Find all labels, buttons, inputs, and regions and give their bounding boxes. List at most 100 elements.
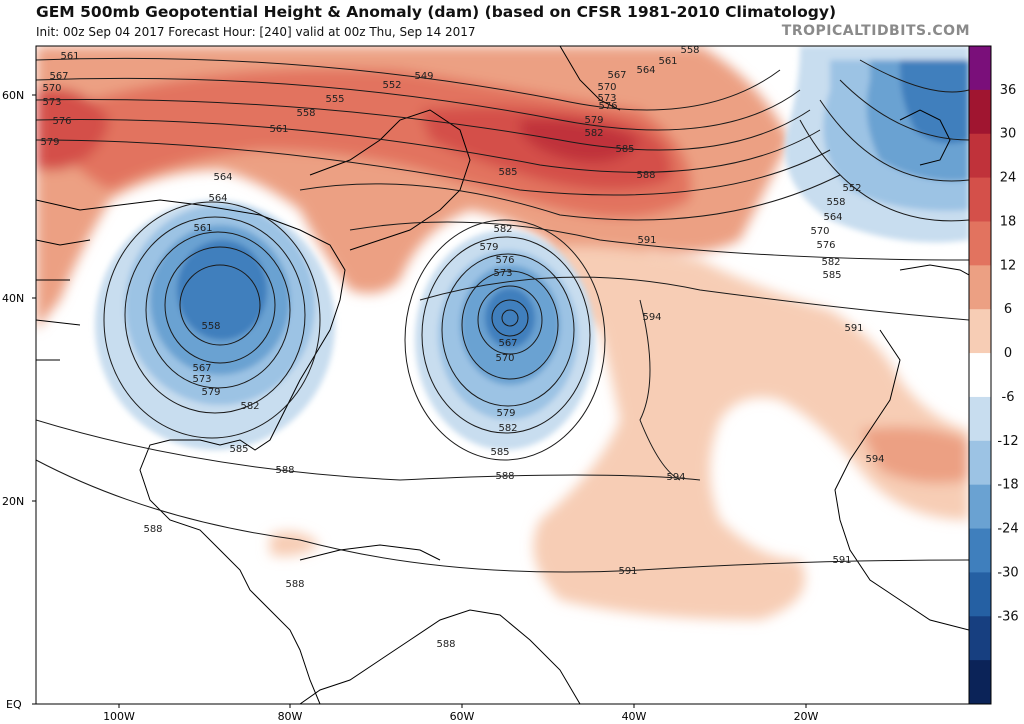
colorbar-swatch <box>969 660 991 705</box>
contour-label: 582 <box>584 128 603 139</box>
contour-label: 579 <box>496 408 515 419</box>
colorbar-swatch <box>969 528 991 573</box>
lon-label-40w: 40W <box>622 710 647 723</box>
contour-label: 591 <box>844 323 863 334</box>
contour-label: 576 <box>495 255 514 266</box>
colorbar-swatch <box>969 484 991 530</box>
contour-label: 573 <box>597 93 616 104</box>
contour-label: 567 <box>192 363 211 374</box>
contour-label: 567 <box>607 70 626 81</box>
colorbar-tick-label: -30 <box>997 565 1018 580</box>
colorbar-swatch <box>969 221 991 266</box>
latitude-labels: 60N 40N 20N EQ <box>2 89 24 711</box>
contour-label: 579 <box>40 137 59 148</box>
contour-label: 585 <box>498 167 517 178</box>
contour-label: 561 <box>658 56 677 67</box>
contour-label: 570 <box>42 83 61 94</box>
map-title: GEM 500mb Geopotential Height & Anomaly … <box>36 3 837 21</box>
colorbar-swatch <box>969 440 991 486</box>
contour-label: 591 <box>832 555 851 566</box>
greenland-coast <box>559 46 621 111</box>
contour-label: 594 <box>642 312 661 323</box>
colorbar-swatch <box>969 309 991 354</box>
contour-label: 588 <box>636 170 655 181</box>
contour-label: 588 <box>143 524 162 535</box>
contour-label: 549 <box>414 71 433 82</box>
colorbar-tick-label: -12 <box>997 434 1018 449</box>
lat-label-60n: 60N <box>2 89 24 102</box>
contour-label: 564 <box>213 172 232 183</box>
contour-label: 558 <box>201 321 220 332</box>
colorbar-tick-label: 12 <box>1000 258 1017 273</box>
contour-label: 576 <box>816 240 835 251</box>
contour-label: 582 <box>821 257 840 268</box>
contour-label: 555 <box>325 94 344 105</box>
contour-label: 561 <box>60 51 79 62</box>
contour-label: 585 <box>490 447 509 458</box>
lon-label-20w: 20W <box>794 710 819 723</box>
contour-label: 567 <box>498 338 517 349</box>
colorbar-swatch <box>969 353 991 398</box>
map-subtitle: Init: 00z Sep 04 2017 Forecast Hour: [24… <box>36 25 476 39</box>
lon-label-60w: 60W <box>450 710 475 723</box>
colorbar-tick-label: 30 <box>1000 127 1017 142</box>
africa-coast <box>834 329 969 631</box>
colorbar-swatch <box>969 572 991 617</box>
caribbean-islands <box>299 544 441 561</box>
longitude-labels: 100W 80W 60W 40W 20W <box>103 710 818 723</box>
contour-label: 564 <box>636 65 655 76</box>
contour-label: 570 <box>810 226 829 237</box>
lat-label-20n: 20N <box>2 495 24 508</box>
contour-label: 561 <box>269 124 288 135</box>
colorbar-swatch <box>969 396 991 442</box>
contour-label: 591 <box>637 235 656 246</box>
contour-label: 561 <box>193 223 212 234</box>
contour-label: 579 <box>584 115 603 126</box>
colorbar-tick-label: -36 <box>997 609 1018 624</box>
contour-label: 594 <box>865 454 884 465</box>
colorbar-swatch <box>969 616 991 661</box>
colorbar: 36 30 24 18 12 6 0 -6 -12 -18 -24 -30 -36 <box>968 45 1019 705</box>
lon-label-80w: 80W <box>278 710 303 723</box>
colorbar-tick-label: 0 <box>1004 346 1012 361</box>
contour-label: 585 <box>615 144 634 155</box>
colorbar-tick-label: 36 <box>1000 83 1017 98</box>
north-america-coast <box>36 199 346 704</box>
contour-label: 564 <box>823 212 842 223</box>
contour-label: 582 <box>240 401 259 412</box>
height-contours <box>36 57 969 573</box>
lon-label-100w: 100W <box>103 710 135 723</box>
contour-label: 588 <box>495 471 514 482</box>
contour-label: 564 <box>208 193 227 204</box>
contour-label: 552 <box>842 183 861 194</box>
contour-label: 582 <box>498 423 517 434</box>
british-isles-coast <box>899 109 951 166</box>
contour-label: 567 <box>49 71 68 82</box>
contour-label: 576 <box>52 116 71 127</box>
contour-label: 588 <box>436 639 455 650</box>
contour-label: 570 <box>597 82 616 93</box>
contour-label: 576 <box>598 101 617 112</box>
contour-label: 558 <box>680 45 699 56</box>
contour-label: 573 <box>493 268 512 279</box>
lat-label-40n: 40N <box>2 292 24 305</box>
contour-label: 591 <box>618 566 637 577</box>
canada-maritimes-coast <box>309 109 471 251</box>
contour-label: 588 <box>285 579 304 590</box>
colorbar-tick-label: 24 <box>1000 171 1017 186</box>
contour-label: 585 <box>229 444 248 455</box>
colorbar-tick-label: 6 <box>1004 302 1012 317</box>
colorbar-swatch <box>969 177 991 222</box>
south-america-coast <box>299 609 581 704</box>
iberia-coast <box>899 264 969 276</box>
contour-label: 558 <box>826 197 845 208</box>
colorbar-tick-label: -18 <box>997 478 1018 493</box>
brand-watermark: TROPICALTIDBITS.COM <box>781 23 970 39</box>
state-borders <box>36 239 91 361</box>
contour-label: 573 <box>42 97 61 108</box>
contour-label: 594 <box>666 472 685 483</box>
colorbar-swatch <box>969 265 991 310</box>
contour-label: 558 <box>296 108 315 119</box>
axis-ticks <box>32 94 807 708</box>
